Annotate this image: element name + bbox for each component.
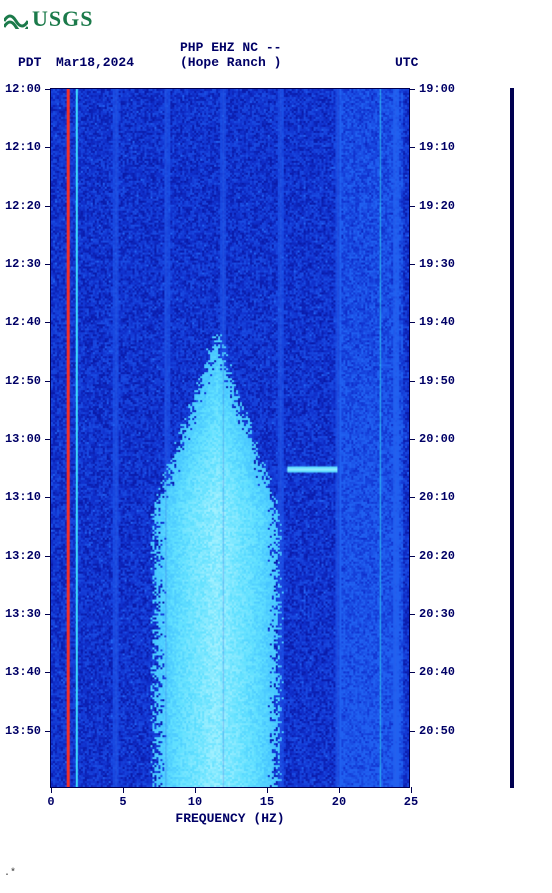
usgs-logo: USGS [4,6,93,32]
ytick-left [45,206,51,207]
xlabel: 10 [188,795,202,809]
ylabel-right: 20:10 [419,490,455,504]
ylabel-left: 12:50 [5,374,41,388]
xtick [267,787,268,793]
ylabel-right: 20:20 [419,549,455,563]
ylabel-left: 13:30 [5,607,41,621]
xlabel: 20 [332,795,346,809]
ytick-right [409,614,415,615]
station-location: (Hope Ranch ) [180,55,281,70]
xlabel: 15 [260,795,274,809]
ytick-left [45,672,51,673]
spectrogram-plot: FREQUENCY (HZ) 12:0012:1012:2012:3012:40… [50,88,410,788]
ylabel-right: 19:00 [419,82,455,96]
ylabel-left: 13:20 [5,549,41,563]
ylabel-right: 20:50 [419,724,455,738]
ylabel-left: 13:50 [5,724,41,738]
ylabel-right: 20:40 [419,665,455,679]
ytick-left [45,439,51,440]
ylabel-left: 12:30 [5,257,41,271]
ytick-left [45,556,51,557]
ylabel-right: 20:30 [419,607,455,621]
ylabel-left: 12:10 [5,140,41,154]
x-axis-title: FREQUENCY (HZ) [175,811,284,826]
ylabel-left: 13:10 [5,490,41,504]
ytick-left [45,89,51,90]
ytick-left [45,147,51,148]
xtick [195,787,196,793]
ytick-left [45,322,51,323]
xtick [411,787,412,793]
usgs-text: USGS [32,6,93,32]
ylabel-left: 13:00 [5,432,41,446]
ytick-left [45,614,51,615]
ytick-right [409,322,415,323]
ylabel-right: 19:30 [419,257,455,271]
ylabel-left: 12:00 [5,82,41,96]
xlabel: 5 [119,795,126,809]
ytick-right [409,556,415,557]
ytick-left [45,264,51,265]
usgs-wave-icon [4,9,28,29]
ylabel-right: 19:20 [419,199,455,213]
station-code: PHP EHZ NC -- [180,40,281,55]
xtick [339,787,340,793]
left-timezone: PDT [18,55,41,70]
ylabel-left: 12:40 [5,315,41,329]
xtick [51,787,52,793]
ytick-right [409,731,415,732]
ylabel-right: 19:40 [419,315,455,329]
right-timezone: UTC [395,55,418,70]
ylabel-right: 19:10 [419,140,455,154]
ytick-right [409,89,415,90]
xlabel: 25 [404,795,418,809]
ytick-left [45,497,51,498]
header-date: Mar18,2024 [56,55,134,70]
color-scale-bar [510,88,514,788]
ytick-right [409,672,415,673]
ytick-right [409,497,415,498]
ylabel-left: 13:40 [5,665,41,679]
ytick-right [409,381,415,382]
ylabel-right: 20:00 [419,432,455,446]
ytick-left [45,381,51,382]
ytick-right [409,206,415,207]
spectrogram-canvas [51,89,409,787]
footnote-mark: .* [4,868,16,879]
xtick [123,787,124,793]
ytick-right [409,147,415,148]
ylabel-right: 19:50 [419,374,455,388]
ytick-right [409,264,415,265]
ytick-left [45,731,51,732]
ytick-right [409,439,415,440]
xlabel: 0 [47,795,54,809]
ylabel-left: 12:20 [5,199,41,213]
